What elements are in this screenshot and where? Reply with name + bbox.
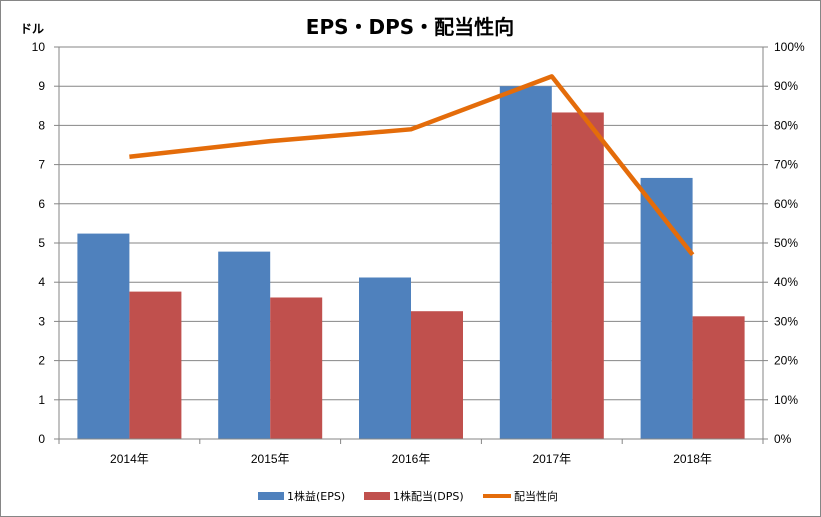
y-right-tick-label: 80% bbox=[774, 118, 798, 132]
x-category-label: 2017年 bbox=[532, 452, 571, 466]
y-right-tick-label: 70% bbox=[774, 158, 798, 172]
bar-dps bbox=[129, 291, 182, 439]
y-left-ticks: 0 1 2 3 4 5 6 7 8 9 10 bbox=[32, 40, 59, 446]
payout-ratio-line bbox=[129, 74, 695, 257]
bar-eps bbox=[640, 177, 693, 440]
y-left-tick-label: 8 bbox=[38, 118, 45, 132]
bar-dps bbox=[411, 311, 463, 439]
y-right-tick-label: 40% bbox=[774, 275, 798, 289]
bar-dps bbox=[551, 112, 604, 440]
x-category-label: 2014年 bbox=[110, 452, 149, 466]
bar-eps bbox=[499, 86, 552, 439]
x-category-label: 2018年 bbox=[673, 452, 712, 466]
y-right-tick-label: 30% bbox=[774, 314, 798, 328]
y-left-tick-label: 9 bbox=[38, 79, 45, 93]
y-right-tick-label: 20% bbox=[774, 354, 798, 368]
x-category-labels: 2014年 2015年 2016年 2017年 2018年 bbox=[110, 452, 712, 466]
bar-dps bbox=[270, 297, 323, 439]
bar-eps bbox=[218, 251, 271, 439]
y-left-tick-label: 3 bbox=[38, 314, 45, 328]
y-right-tick-label: 90% bbox=[774, 79, 798, 93]
y-right-tick-label: 0% bbox=[774, 432, 792, 446]
chart-title: EPS・DPS・配当性向 bbox=[306, 15, 514, 39]
legend-label: 1株益(EPS) bbox=[287, 489, 345, 503]
bar-dps bbox=[692, 316, 745, 439]
y-left-tick-label: 10 bbox=[32, 40, 46, 54]
y-right-tick-label: 50% bbox=[774, 236, 798, 250]
x-category-label: 2016年 bbox=[392, 452, 431, 466]
y-right-ticks: 0% 10% 20% 30% 40% 50% 60% 70% 80% 90% 100% bbox=[763, 40, 805, 446]
y-left-tick-label: 6 bbox=[38, 197, 45, 211]
y-left-tick-label: 0 bbox=[38, 432, 45, 446]
legend-swatch-dps bbox=[364, 492, 390, 500]
y-right-tick-label: 100% bbox=[774, 40, 805, 54]
legend-label: 配当性向 bbox=[514, 489, 558, 503]
bar-eps bbox=[77, 233, 130, 439]
x-category-label: 2015年 bbox=[251, 452, 290, 466]
bars bbox=[77, 86, 745, 440]
payout-line bbox=[129, 74, 695, 257]
y-left-tick-label: 5 bbox=[38, 236, 45, 250]
y-left-tick-label: 1 bbox=[38, 393, 45, 407]
y-left-tick-label: 2 bbox=[38, 354, 45, 368]
y-left-tick-label: 7 bbox=[38, 158, 45, 172]
y-left-tick-label: 4 bbox=[38, 275, 45, 289]
y-right-tick-label: 10% bbox=[774, 393, 798, 407]
y-right-tick-label: 60% bbox=[774, 197, 798, 211]
legend-label: 1株配当(DPS) bbox=[393, 489, 464, 503]
y-unit-label: ドル bbox=[20, 22, 44, 36]
legend-swatch-eps bbox=[258, 492, 284, 500]
bar-eps bbox=[359, 277, 411, 439]
legend: 1株益(EPS) 1株配当(DPS) 配当性向 bbox=[258, 489, 558, 503]
